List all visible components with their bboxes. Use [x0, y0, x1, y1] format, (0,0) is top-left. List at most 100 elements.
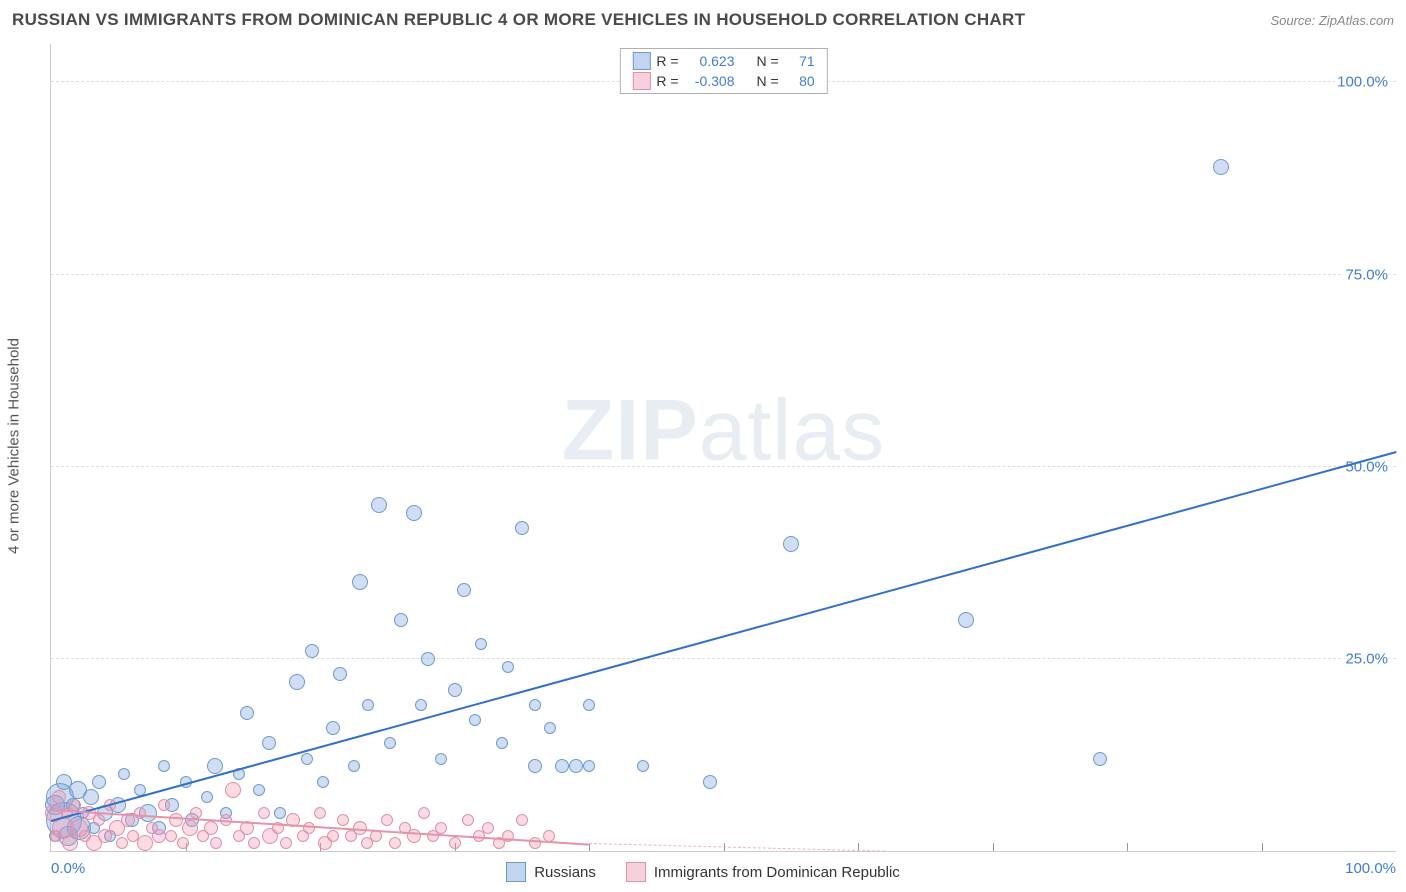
- data-point: [333, 667, 347, 681]
- legend-item: Immigrants from Dominican Republic: [626, 862, 900, 882]
- data-point: [201, 791, 213, 803]
- stat-legend-row: R = 0.623 N = 71: [620, 51, 826, 71]
- data-point: [280, 837, 292, 849]
- data-point: [152, 829, 166, 843]
- stat-n-label: N =: [757, 53, 779, 69]
- data-point: [326, 721, 340, 735]
- trend-line: [51, 451, 1397, 822]
- x-tick-mark: [589, 843, 590, 851]
- data-point: [362, 699, 374, 711]
- legend-item: Russians: [506, 862, 596, 882]
- data-point: [516, 814, 528, 826]
- data-point: [449, 837, 461, 849]
- data-point: [258, 807, 270, 819]
- data-point: [52, 790, 66, 804]
- data-point: [207, 758, 223, 774]
- data-point: [225, 782, 241, 798]
- data-point: [116, 837, 128, 849]
- data-point: [415, 699, 427, 711]
- stat-legend: R = 0.623 N = 71R = -0.308 N = 80: [619, 48, 827, 94]
- y-tick-label: 75.0%: [1343, 266, 1390, 283]
- gridline: [51, 658, 1396, 659]
- data-point: [165, 830, 177, 842]
- data-point: [305, 644, 319, 658]
- data-point: [394, 613, 408, 627]
- legend-label: Immigrants from Dominican Republic: [654, 864, 900, 881]
- data-point: [190, 807, 202, 819]
- y-tick-label: 25.0%: [1343, 650, 1390, 667]
- data-point: [253, 784, 265, 796]
- data-point: [381, 814, 393, 826]
- data-point: [62, 835, 78, 851]
- gridline: [51, 466, 1396, 467]
- data-point: [301, 753, 313, 765]
- data-point: [555, 759, 569, 773]
- data-point: [418, 807, 430, 819]
- legend-label: Russians: [534, 864, 596, 881]
- stat-n-value: 71: [785, 53, 815, 69]
- data-point: [352, 574, 368, 590]
- data-point: [462, 814, 474, 826]
- x-tick-mark: [993, 843, 994, 851]
- header: RUSSIAN VS IMMIGRANTS FROM DOMINICAN REP…: [0, 0, 1406, 40]
- data-point: [457, 583, 471, 597]
- data-point: [69, 799, 81, 811]
- data-point: [327, 830, 339, 842]
- data-point: [958, 612, 974, 628]
- data-point: [502, 661, 514, 673]
- data-point: [314, 807, 326, 819]
- data-point: [389, 837, 401, 849]
- data-point: [435, 822, 447, 834]
- data-point: [289, 674, 305, 690]
- y-tick-label: 100.0%: [1335, 74, 1390, 91]
- data-point: [528, 759, 542, 773]
- legend-swatch: [632, 72, 650, 90]
- data-point: [337, 814, 349, 826]
- data-point: [303, 822, 315, 834]
- data-point: [92, 775, 106, 789]
- data-point: [421, 652, 435, 666]
- data-point: [384, 737, 396, 749]
- stat-n-label: N =: [757, 73, 779, 89]
- legend-swatch: [632, 52, 650, 70]
- stat-legend-row: R =-0.308N =80: [620, 71, 826, 91]
- data-point: [182, 820, 198, 836]
- data-point: [158, 760, 170, 772]
- data-point: [348, 760, 360, 772]
- data-point: [93, 814, 105, 826]
- data-point: [407, 829, 421, 843]
- plot-area: ZIPatlas 25.0%50.0%75.0%100.0%0.0%100.0%…: [50, 44, 1396, 852]
- y-axis-label: 4 or more Vehicles in Household: [6, 338, 23, 554]
- data-point: [637, 760, 649, 772]
- data-point: [371, 497, 387, 513]
- trend-line: [589, 843, 885, 852]
- data-point: [248, 837, 260, 849]
- legend-swatch: [626, 862, 646, 882]
- data-point: [1213, 159, 1229, 175]
- data-point: [1093, 752, 1107, 766]
- data-point: [583, 760, 595, 772]
- data-point: [448, 683, 462, 697]
- x-tick-mark: [1262, 843, 1263, 851]
- data-point: [83, 789, 99, 805]
- gridline: [51, 274, 1396, 275]
- data-point: [496, 737, 508, 749]
- data-point: [515, 521, 529, 535]
- stat-n-value: 80: [785, 73, 815, 89]
- stat-r-value: -0.308: [685, 73, 735, 89]
- data-point: [529, 699, 541, 711]
- data-point: [435, 753, 447, 765]
- legend-swatch: [506, 862, 526, 882]
- data-point: [469, 714, 481, 726]
- data-point: [569, 759, 583, 773]
- stat-r-label: R =: [656, 53, 678, 69]
- data-point: [482, 822, 494, 834]
- data-point: [544, 722, 556, 734]
- data-point: [240, 706, 254, 720]
- legend: Russians Immigrants from Dominican Republ…: [0, 862, 1406, 882]
- stat-r-value: 0.623: [685, 53, 735, 69]
- data-point: [177, 837, 189, 849]
- data-point: [210, 837, 222, 849]
- x-tick-mark: [1127, 843, 1128, 851]
- data-point: [583, 699, 595, 711]
